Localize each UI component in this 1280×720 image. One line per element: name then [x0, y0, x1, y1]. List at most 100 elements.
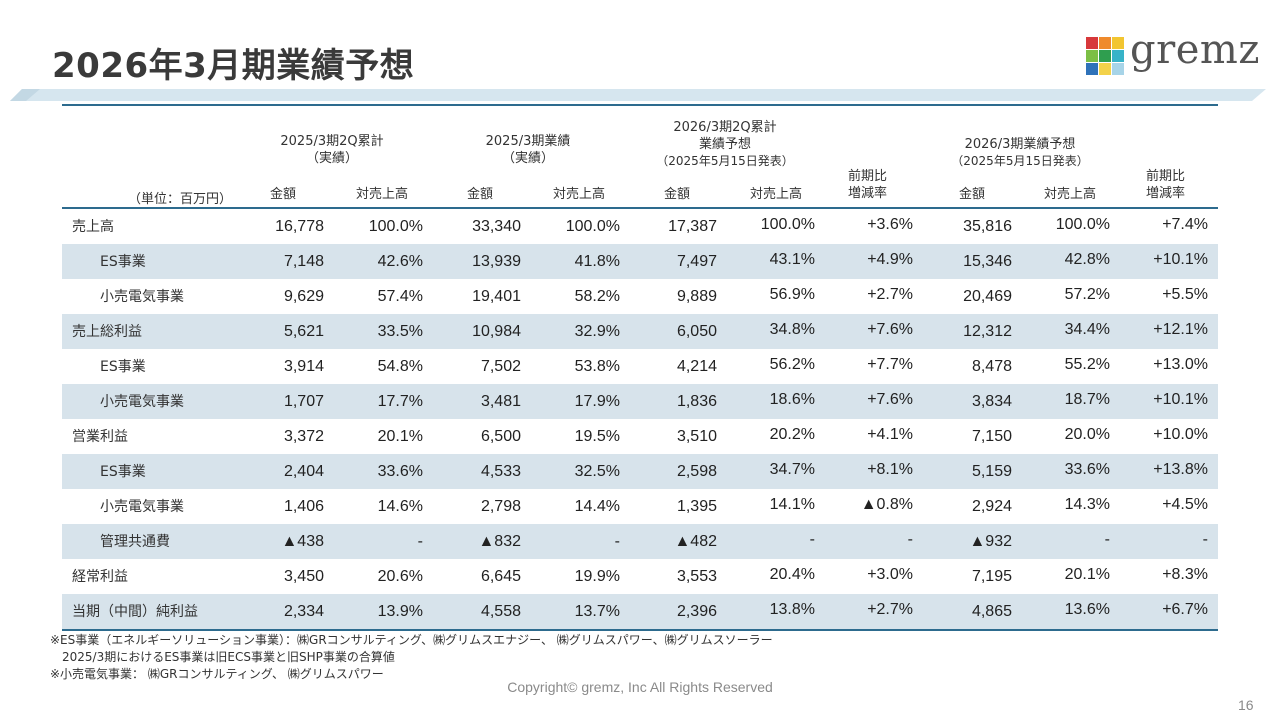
table-cell: +2.7% — [867, 286, 913, 303]
column-group-line: （2025年5月15日発表） — [951, 154, 1089, 168]
footnote-line: ※ES事業（エネルギーソリューション事業）：㈱GRコンサルティング、㈱グリムスエ… — [50, 633, 773, 647]
table-cell: 2,396 — [676, 603, 717, 620]
row-label: 小売電気事業 — [100, 289, 184, 305]
table-header: （単位：百万円） 2025/3期2Q累計 （実績） 2025/3期業績 （実績） 2026… — [62, 106, 1218, 209]
title-underline-band — [10, 89, 1266, 101]
footnotes: ※ES事業（エネルギーソリューション事業）：㈱GRコンサルティング、㈱グリムスエ… — [50, 632, 773, 683]
table-cell: 2,798 — [480, 498, 521, 515]
table-cell: 41.8% — [574, 253, 620, 270]
table-cell: 20.1% — [1064, 566, 1110, 583]
column-header-ratio: 対売上高 — [749, 187, 803, 202]
change-header-line: 前期比 — [1146, 169, 1186, 184]
column-header-amount: 金額 — [269, 187, 297, 202]
table-cell: +10.1% — [1153, 391, 1208, 408]
table-cell: 2,334 — [283, 603, 324, 620]
table-cell: +13.8% — [1153, 461, 1208, 478]
table-cell: 100.0% — [565, 218, 620, 235]
table-cell: 3,553 — [676, 568, 717, 585]
table-cell: 7,502 — [480, 358, 521, 375]
table-cell: 7,195 — [971, 568, 1012, 585]
table-cell: +8.1% — [867, 461, 913, 478]
table-top-rule — [62, 104, 1218, 106]
table-cell: 42.8% — [1064, 251, 1110, 268]
table-cell: +10.1% — [1153, 251, 1208, 268]
column-header-ratio: 対売上高 — [552, 187, 606, 202]
table-row: 営業利益 3,372 20.1% 6,500 19.5% 3,510 20.2% +4.1% 7… — [62, 419, 1218, 454]
logo-mosaic-icon — [1086, 37, 1124, 75]
column-group-header: 2025/3期2Q累計 （実績） — [280, 133, 383, 167]
table-cell: 17,387 — [668, 218, 717, 235]
table-cell: +3.0% — [867, 566, 913, 583]
table-cell: - — [809, 531, 815, 548]
table-cell: 2,404 — [283, 463, 324, 480]
unit-label: （単位：百万円） — [128, 192, 233, 207]
row-label: 小売電気事業 — [100, 394, 184, 410]
table-cell: 6,500 — [480, 428, 521, 445]
table-cell: 1,395 — [676, 498, 717, 515]
table-row: ES事業 2,404 33.6% 4,533 32.5% 2,598 34.7% +8.1% 5… — [62, 454, 1218, 489]
row-label: 管理共通費 — [100, 534, 170, 550]
table-cell: 4,865 — [971, 603, 1012, 620]
table-cell: 10,984 — [472, 323, 521, 340]
table-cell: 17.7% — [377, 393, 423, 410]
column-group-line: （実績） — [305, 151, 358, 166]
table-cell: 34.4% — [1064, 321, 1110, 338]
table-cell: 3,510 — [676, 428, 717, 445]
table-cell: 3,450 — [283, 568, 324, 585]
row-label: 経常利益 — [72, 569, 128, 585]
table-row: 売上総利益 5,621 33.5% 10,984 32.9% 6,050 34.8% +7.6… — [62, 314, 1218, 349]
table-cell: ▲0.8% — [860, 496, 913, 513]
column-header-change: 前期比 増減率 — [1146, 168, 1185, 202]
table-cell: 15,346 — [963, 253, 1012, 270]
table-cell: 1,707 — [283, 393, 324, 410]
footnote-line: 2025/3期におけるES事業は旧ECS事業と旧SHP事業の合算値 — [50, 650, 395, 664]
table-cell: 56.2% — [769, 356, 815, 373]
table-cell: +3.6% — [867, 216, 913, 233]
column-group-header: 2026/3期2Q累計 業績予想 （2025年5月15日発表） — [656, 119, 793, 170]
table-row: 小売電気事業 1,707 17.7% 3,481 17.9% 1,836 18.6% +7.6… — [62, 384, 1218, 419]
table-cell: +8.3% — [1162, 566, 1208, 583]
table-row: 管理共通費 ▲438 - ▲832 - ▲482 - - ▲932 - - — [62, 524, 1218, 559]
table-cell: +7.6% — [867, 391, 913, 408]
table-cell: 4,558 — [480, 603, 521, 620]
table-cell: +7.4% — [1162, 216, 1208, 233]
column-group-line: 2026/3期2Q累計 — [673, 120, 777, 135]
row-label: ES事業 — [100, 464, 146, 480]
logo-tile — [1099, 50, 1111, 62]
table-cell: +10.0% — [1153, 426, 1208, 443]
table-cell: 100.0% — [1055, 216, 1110, 233]
table-cell: +7.7% — [867, 356, 913, 373]
column-group-line: （実績） — [501, 151, 554, 166]
change-header-line: 増減率 — [848, 186, 888, 201]
table-cell: - — [417, 533, 423, 550]
table-cell: 13,939 — [472, 253, 521, 270]
table-cell: 58.2% — [574, 288, 620, 305]
table-cell: 13.9% — [377, 603, 423, 620]
table-cell: 5,159 — [971, 463, 1012, 480]
table-bottom-rule — [62, 629, 1218, 631]
table-cell: 7,497 — [676, 253, 717, 270]
table-cell: 34.8% — [769, 321, 815, 338]
table-cell: 4,214 — [676, 358, 717, 375]
column-header-change: 前期比 増減率 — [848, 168, 887, 202]
table-cell: ▲832 — [478, 533, 521, 550]
table-row: 経常利益 3,450 20.6% 6,645 19.9% 3,553 20.4% +3.0% 7… — [62, 559, 1218, 594]
table-cell: +4.9% — [867, 251, 913, 268]
logo-text: gremz — [1130, 27, 1260, 73]
table-cell: 20,469 — [963, 288, 1012, 305]
table-cell: +5.5% — [1162, 286, 1208, 303]
table-cell: 3,481 — [480, 393, 521, 410]
logo-tile — [1086, 50, 1098, 62]
table-cell: 55.2% — [1064, 356, 1110, 373]
column-header-amount: 金額 — [663, 187, 691, 202]
row-label: ES事業 — [100, 254, 146, 270]
table-cell: ▲438 — [281, 533, 324, 550]
table-cell: 20.1% — [377, 428, 423, 445]
table-body: 売上高 16,778 100.0% 33,340 100.0% 17,387 100.0% +… — [62, 209, 1218, 629]
logo-tile — [1112, 63, 1124, 75]
table-cell: 3,834 — [971, 393, 1012, 410]
table-cell: +4.1% — [867, 426, 913, 443]
table-row: 売上高 16,778 100.0% 33,340 100.0% 17,387 100.0% +… — [62, 209, 1218, 244]
logo-tile — [1086, 63, 1098, 75]
column-group-line: 2025/3期2Q累計 — [280, 134, 384, 149]
